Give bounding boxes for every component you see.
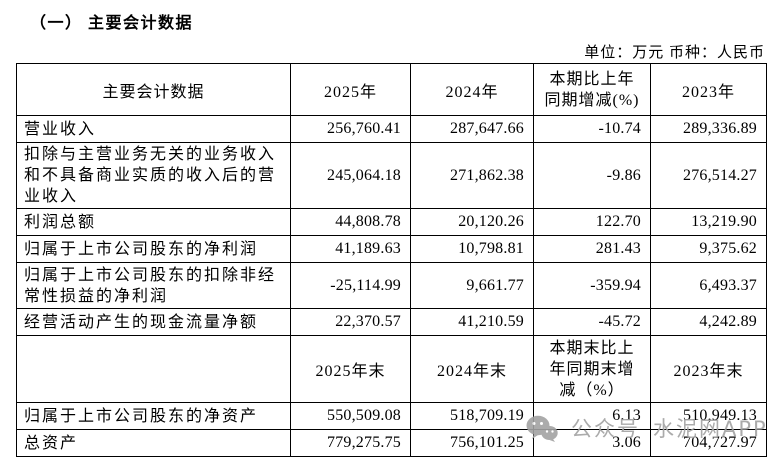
table-row-revenue: 营业收入 256,760.41 287,647.66 -10.74 289,33… (16, 115, 767, 143)
cell-2025: 779,275.75 (290, 429, 411, 457)
cell-2023: 9,375.62 (650, 235, 767, 263)
cell-2023: 4,242.89 (650, 308, 767, 336)
header-2024-end: 2024年末 (410, 335, 534, 403)
header-2023: 2023年 (650, 63, 767, 116)
cell-2025: 44,808.78 (290, 208, 411, 236)
cell-2025: 550,509.08 (290, 402, 411, 430)
cell-2023: 13,219.90 (650, 208, 767, 236)
cell-2024: 20,120.26 (410, 208, 534, 236)
header-2023-end: 2023年末 (650, 335, 767, 403)
header-yoy-change: 本期比上年 同期增减(%) (533, 63, 651, 116)
cell-2025: 256,760.41 (290, 115, 411, 143)
header-metric: 主要会计数据 (16, 63, 291, 116)
cell-label: 扣除与主营业务无关的业务收入和不具备商业实质的收入后的营业收入 (16, 142, 291, 209)
cell-label: 归属于上市公司股东的净资产 (16, 402, 291, 430)
cell-2024: 10,798.81 (410, 235, 534, 263)
table-row-operating-cashflow: 经营活动产生的现金流量净额 22,370.57 41,210.59 -45.72… (16, 308, 767, 336)
cell-2024: 287,647.66 (410, 115, 534, 143)
table-row-net-profit: 归属于上市公司股东的净利润 41,189.63 10,798.81 281.43… (16, 235, 767, 263)
cell-2023: 510,949.13 (650, 402, 767, 430)
header-2025-end: 2025年末 (290, 335, 411, 403)
cell-2023: 6,493.37 (650, 262, 767, 309)
cell-2023: 276,514.27 (650, 142, 767, 209)
cell-2024: 518,709.19 (410, 402, 534, 430)
cell-2024: 41,210.59 (410, 308, 534, 336)
cell-2023: 704,727.97 (650, 429, 767, 457)
cell-change: -359.94 (533, 262, 651, 309)
table-header-row-annual: 主要会计数据 2025年 2024年 本期比上年 同期增减(%) 2023年 (16, 63, 767, 116)
table-row-total-assets: 总资产 779,275.75 756,101.25 3.06 704,727.9… (16, 429, 767, 457)
cell-change: -45.72 (533, 308, 651, 336)
unit-currency-note: 单位：万元 币种：人民币 (584, 45, 765, 61)
table-row-adjusted-revenue: 扣除与主营业务无关的业务收入和不具备商业实质的收入后的营业收入 245,064.… (16, 142, 767, 209)
cell-label: 归属于上市公司股东的净利润 (16, 235, 291, 263)
cell-2024: 9,661.77 (410, 262, 534, 309)
cell-change: 122.70 (533, 208, 651, 236)
cell-change: 281.43 (533, 235, 651, 263)
cell-change: 6.13 (533, 402, 651, 430)
cell-change: -9.86 (533, 142, 651, 209)
cell-label: 利润总额 (16, 208, 291, 236)
table-header-row-period-end: 2025年末 2024年末 本期末比上 年同期末增 减（%） 2023年末 (16, 335, 767, 403)
cell-2024: 756,101.25 (410, 429, 534, 457)
section-title: （一） 主要会计数据 (30, 15, 194, 32)
table-row-total-profit: 利润总额 44,808.78 20,120.26 122.70 13,219.9… (16, 208, 767, 236)
cell-change: 3.06 (533, 429, 651, 457)
header-2024: 2024年 (410, 63, 534, 116)
cell-2025: 41,189.63 (290, 235, 411, 263)
cell-label: 归属于上市公司股东的扣除非经常性损益的净利润 (16, 262, 291, 309)
cell-label: 总资产 (16, 429, 291, 457)
cell-2023: 289,336.89 (650, 115, 767, 143)
cell-2025: 22,370.57 (290, 308, 411, 336)
cell-2025: -25,114.99 (290, 262, 411, 309)
header-blank (16, 335, 291, 403)
cell-2025: 245,064.18 (290, 142, 411, 209)
header-2025: 2025年 (290, 63, 411, 116)
header-period-end-change: 本期末比上 年同期末增 减（%） (533, 335, 651, 403)
cell-change: -10.74 (533, 115, 651, 143)
accounting-data-table: 主要会计数据 2025年 2024年 本期比上年 同期增减(%) 2023年 营… (16, 63, 767, 457)
cell-label: 经营活动产生的现金流量净额 (16, 308, 291, 336)
table-row-net-assets: 归属于上市公司股东的净资产 550,509.08 518,709.19 6.13… (16, 402, 767, 430)
cell-2024: 271,862.38 (410, 142, 534, 209)
cell-label: 营业收入 (16, 115, 291, 143)
table-row-net-profit-excl-nonrecurring: 归属于上市公司股东的扣除非经常性损益的净利润 -25,114.99 9,661.… (16, 262, 767, 309)
